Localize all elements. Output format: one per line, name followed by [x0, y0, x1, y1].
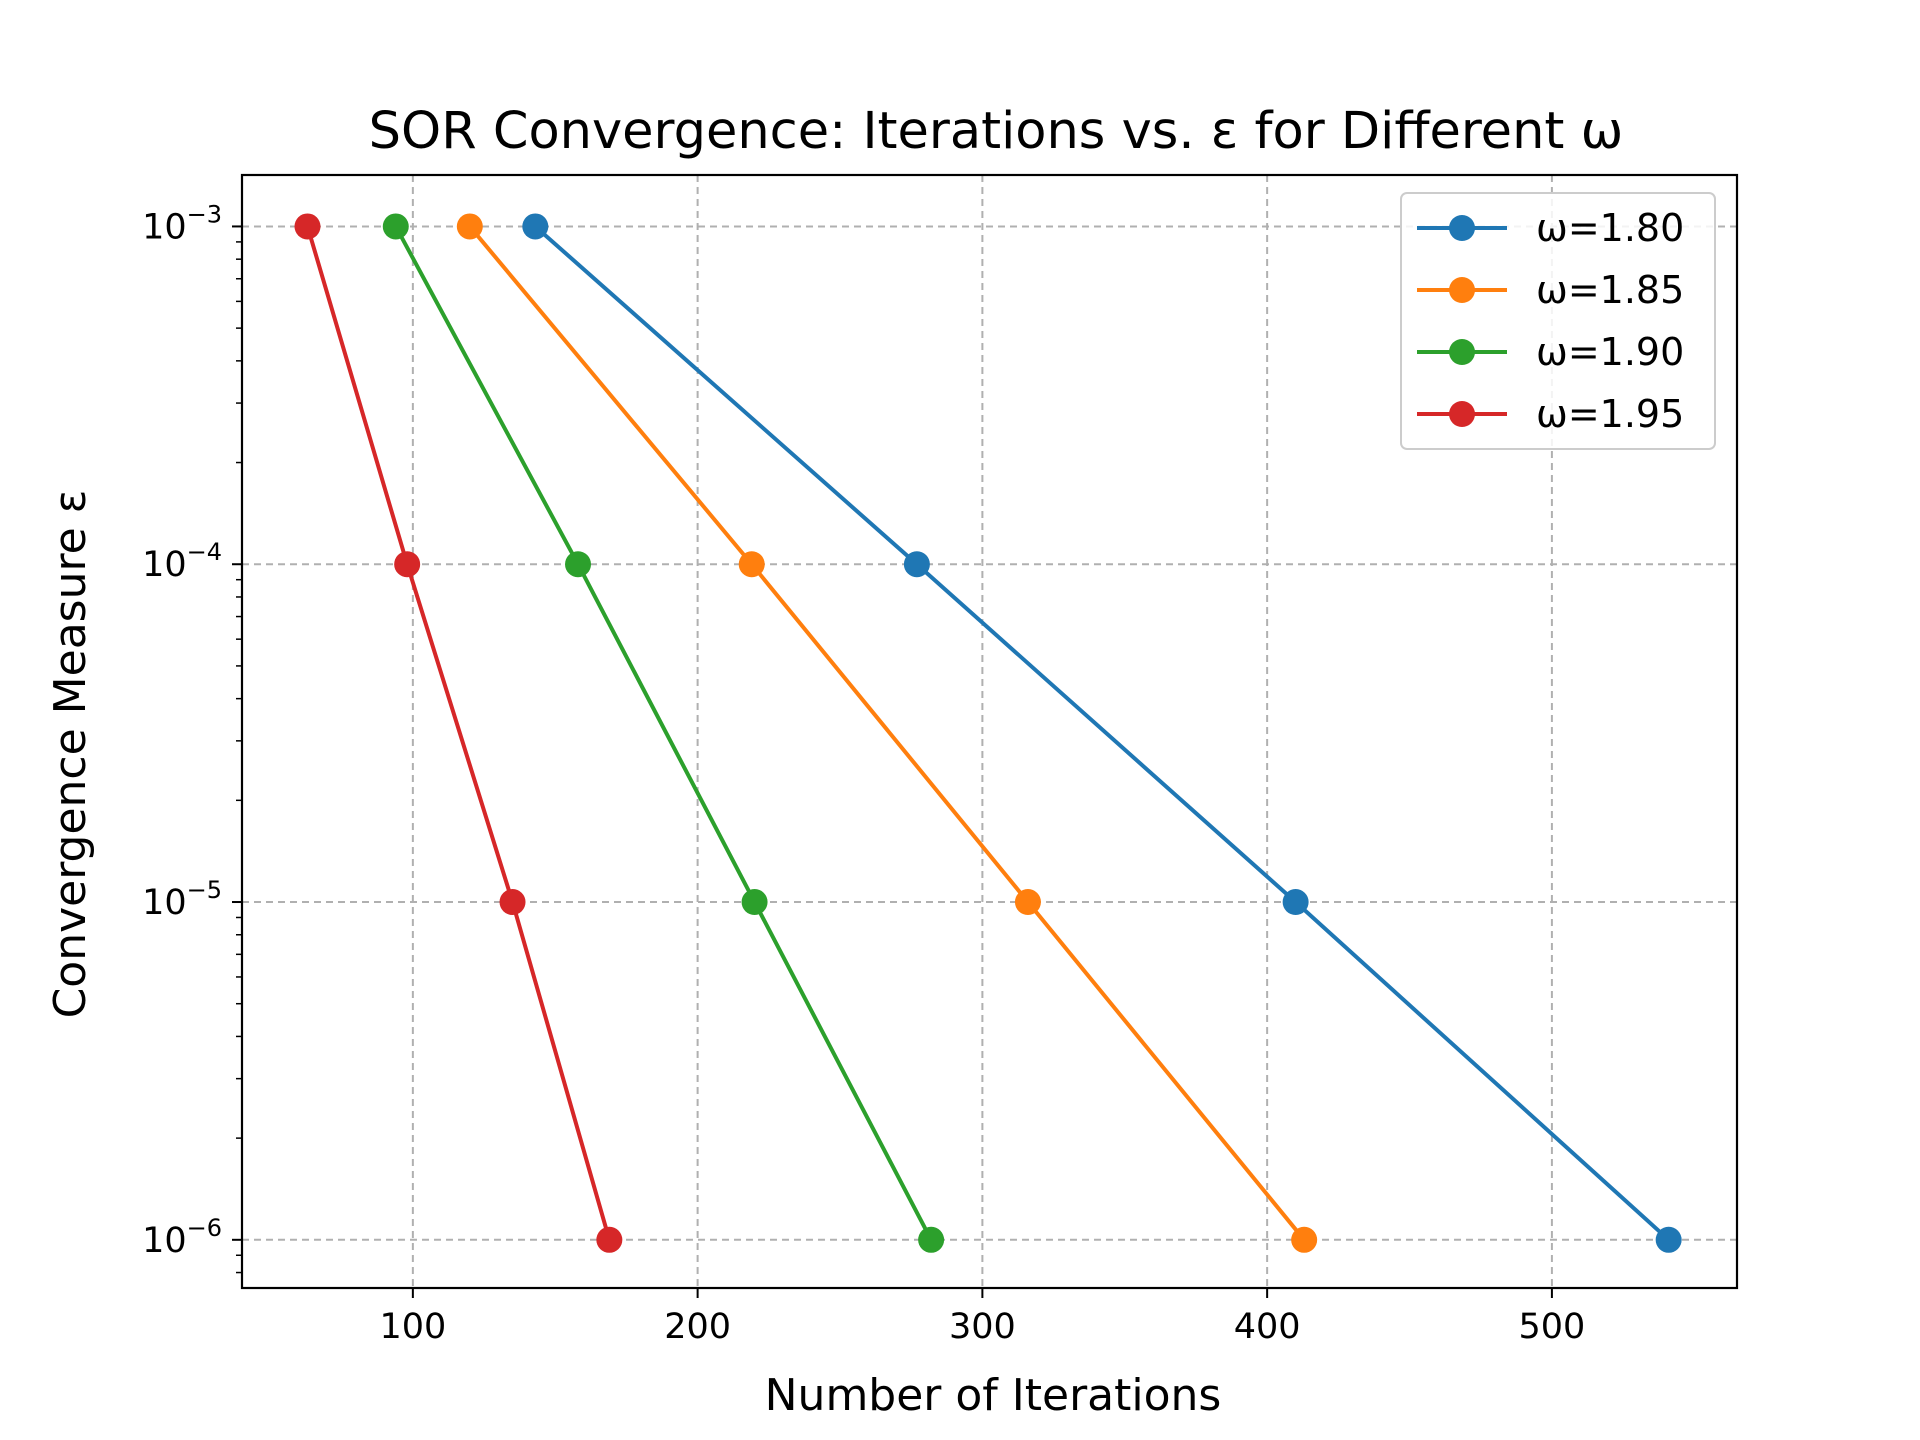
x-tick-label: 500 [1518, 1307, 1585, 1347]
series-line [533, 224, 1670, 1242]
legend-label: ω=1.85 [1536, 268, 1684, 312]
data-point [903, 551, 930, 578]
data-point [596, 1226, 623, 1253]
legend-entry: ω=1.85 [1417, 268, 1684, 312]
data-point [499, 889, 526, 916]
series-ω=1.90 [382, 213, 945, 1253]
x-tick-label: 200 [664, 1307, 731, 1347]
data-point [565, 551, 592, 578]
data-point [1655, 1226, 1682, 1253]
data-point [382, 213, 409, 240]
data-point [394, 551, 421, 578]
legend-marker [1449, 339, 1475, 365]
legend-box [1400, 192, 1716, 450]
legend-marker [1449, 401, 1475, 427]
series-ω=1.80 [522, 213, 1682, 1253]
data-point [456, 213, 483, 240]
x-axis-label: Number of Iterations [765, 1370, 1222, 1421]
chart-title: SOR Convergence: Iterations vs. ε for Di… [369, 102, 1624, 161]
axis-ticks: 100 200 300 400 500 10−6 10−5 10−4 10−3 [142, 200, 1585, 1347]
data-point [1014, 889, 1041, 916]
legend-label: ω=1.95 [1536, 392, 1684, 436]
series-layer [294, 213, 1682, 1253]
data-point [522, 213, 549, 240]
plot-frame [240, 173, 1739, 1290]
data-point [738, 551, 765, 578]
legend-label: ω=1.90 [1536, 330, 1684, 374]
series-ω=1.95 [294, 213, 623, 1253]
data-point [1282, 889, 1309, 916]
legend: ω=1.80 ω=1.85 ω=1.90 ω=1.95 [1400, 192, 1716, 450]
series-line [305, 225, 612, 1241]
legend-marker [1449, 277, 1475, 303]
legend-label: ω=1.80 [1536, 206, 1684, 250]
y-tick-label: 10−6 [142, 1214, 222, 1261]
series-ω=1.85 [456, 213, 1318, 1253]
x-tick-label: 400 [1234, 1307, 1301, 1347]
legend-entry: ω=1.90 [1417, 330, 1684, 374]
x-tick-label: 300 [949, 1307, 1016, 1347]
x-tick-label: 100 [379, 1307, 446, 1347]
legend-entry: ω=1.80 [1417, 206, 1684, 250]
data-point [741, 889, 768, 916]
data-point [294, 213, 321, 240]
series-line [394, 225, 933, 1241]
y-tick-label: 10−4 [142, 538, 222, 585]
data-point [1291, 1226, 1318, 1253]
y-tick-label: 10−3 [142, 200, 222, 247]
y-tick-label: 10−5 [142, 876, 222, 923]
legend-entry: ω=1.95 [1417, 392, 1684, 436]
legend-marker [1449, 215, 1475, 241]
data-point [918, 1226, 945, 1253]
series-line [468, 225, 1306, 1242]
y-axis-label: Convergence Measure ε [45, 490, 96, 1019]
